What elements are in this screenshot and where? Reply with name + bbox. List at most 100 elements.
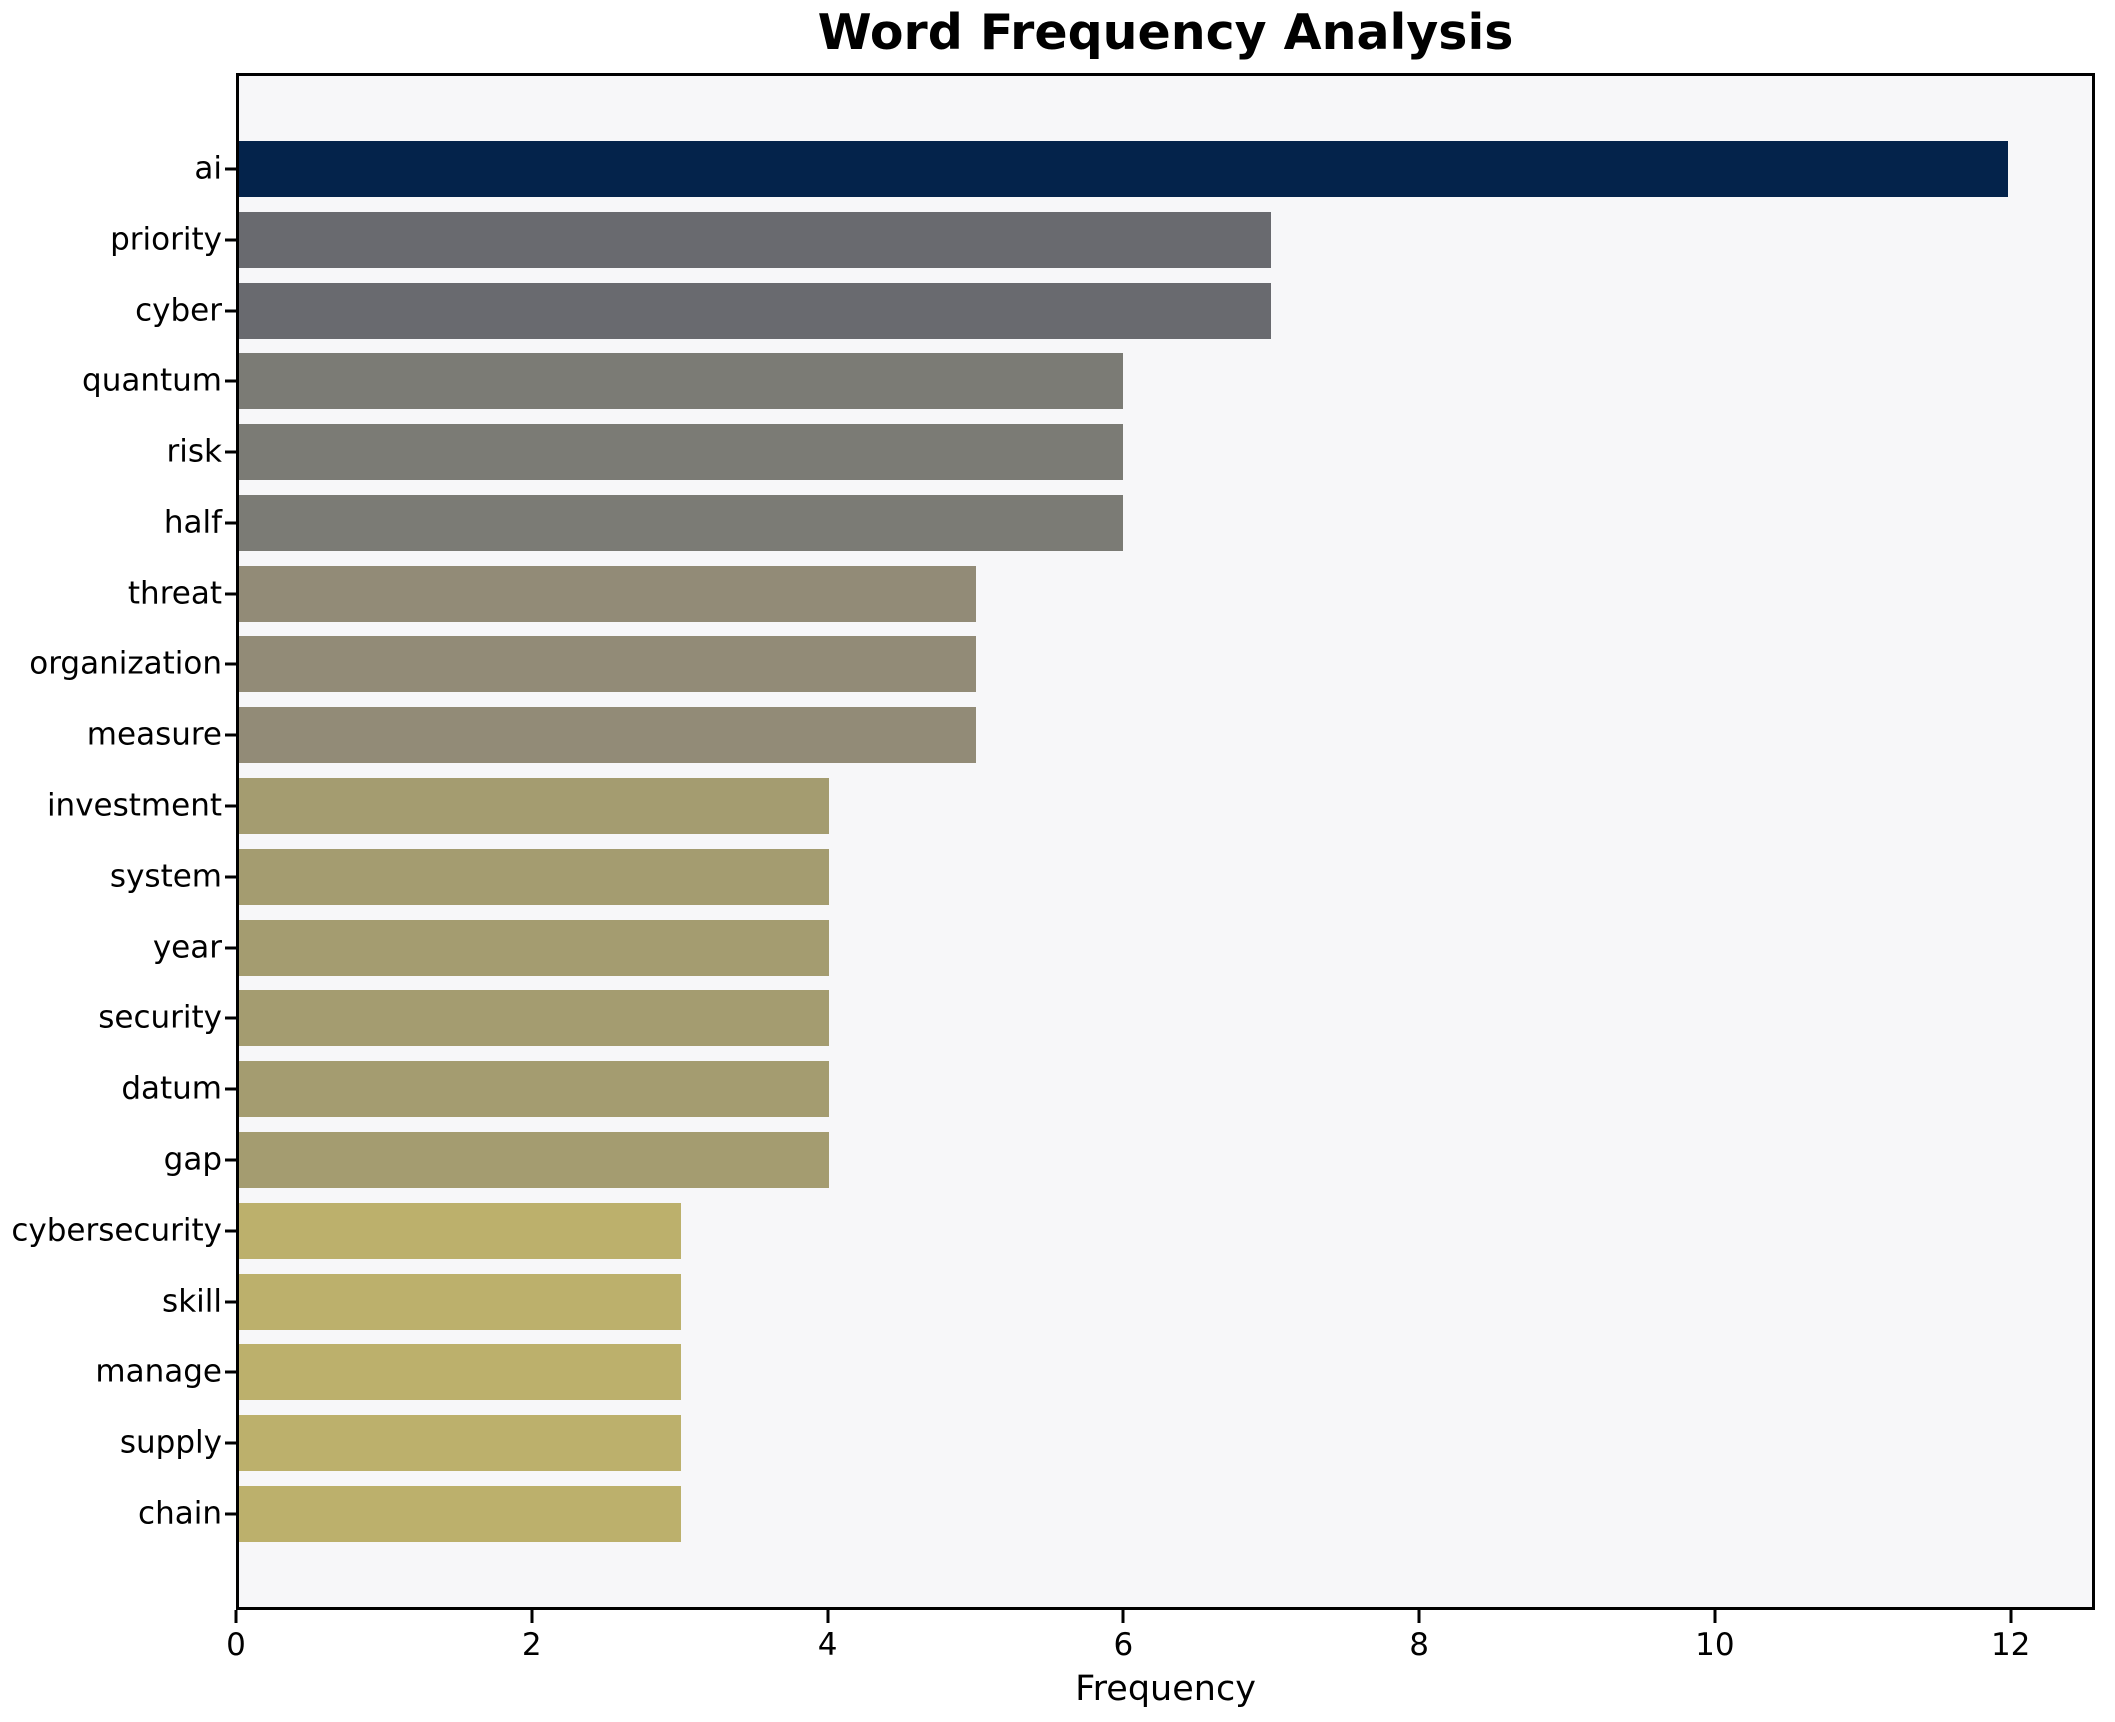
y-axis-label: organization bbox=[29, 645, 222, 682]
y-tick-mark bbox=[225, 804, 236, 808]
bar bbox=[239, 990, 829, 1047]
bar-row: cyber bbox=[135, 282, 2092, 339]
x-tick-mark bbox=[530, 1610, 534, 1623]
y-axis-label: supply bbox=[119, 1424, 222, 1461]
bar bbox=[239, 282, 1271, 339]
y-tick-mark bbox=[225, 238, 236, 242]
x-tick-mark bbox=[1121, 1610, 1125, 1623]
bar-row: gap bbox=[164, 1131, 2092, 1188]
y-tick-mark bbox=[225, 167, 236, 171]
y-axis-label: security bbox=[98, 999, 222, 1036]
y-tick-mark bbox=[225, 1441, 236, 1445]
x-tick-label: 0 bbox=[226, 1627, 246, 1663]
bar-row: risk bbox=[167, 424, 2092, 481]
y-tick-mark bbox=[225, 1016, 236, 1020]
bar bbox=[239, 1202, 682, 1259]
bar-row: supply bbox=[120, 1415, 2092, 1472]
bar bbox=[239, 636, 977, 693]
y-tick-mark bbox=[225, 309, 236, 313]
y-tick-mark bbox=[225, 1158, 236, 1162]
bar bbox=[239, 1415, 682, 1472]
y-axis-label: chain bbox=[138, 1495, 222, 1532]
x-tick-label: 10 bbox=[1695, 1627, 1735, 1663]
y-axis-label: investment bbox=[46, 787, 222, 824]
x-tick-label: 2 bbox=[521, 1627, 542, 1663]
bar-row: datum bbox=[121, 1061, 2092, 1118]
y-axis-label: quantum bbox=[82, 362, 222, 399]
y-tick-mark bbox=[225, 1087, 236, 1091]
y-axis-label: skill bbox=[162, 1283, 222, 1319]
y-tick-mark bbox=[225, 875, 236, 879]
y-tick-mark bbox=[225, 1300, 236, 1303]
y-axis-label: measure bbox=[86, 716, 222, 753]
bar bbox=[239, 1344, 682, 1401]
bar-row: investment bbox=[47, 778, 2092, 835]
bar bbox=[239, 141, 2008, 197]
bar-row: organization bbox=[29, 636, 2092, 693]
bar bbox=[239, 211, 1271, 268]
y-tick-mark bbox=[225, 1370, 236, 1374]
bar bbox=[239, 424, 1124, 481]
y-axis-label: gap bbox=[163, 1141, 222, 1178]
bar-row: priority bbox=[110, 211, 2092, 268]
bar-row: security bbox=[98, 990, 2092, 1047]
bar bbox=[239, 1273, 682, 1330]
bar-row: measure bbox=[87, 707, 2092, 764]
x-tick-label: 6 bbox=[1113, 1627, 1134, 1663]
bar bbox=[239, 919, 829, 976]
y-axis-label: threat bbox=[127, 575, 222, 612]
y-tick-mark bbox=[225, 733, 236, 737]
y-axis-label: system bbox=[109, 858, 222, 895]
bar bbox=[239, 1485, 682, 1542]
x-tick-mark bbox=[1713, 1610, 1717, 1623]
bars-container: ai priority cyber quantum risk half threat orga… bbox=[11, 141, 2092, 1542]
y-tick-mark bbox=[225, 450, 236, 454]
x-tick-label: 12 bbox=[1990, 1627, 2031, 1663]
bar bbox=[239, 778, 829, 835]
bar bbox=[239, 565, 977, 622]
y-axis-label: cybersecurity bbox=[11, 1212, 222, 1249]
x-tick-label: 4 bbox=[817, 1627, 838, 1663]
bar-row: year bbox=[153, 919, 2092, 976]
bar-row: chain bbox=[138, 1485, 2092, 1542]
x-axis-ticks: 0 2 4 6 8 10 12 bbox=[226, 1610, 2095, 1680]
y-tick-mark bbox=[225, 592, 236, 596]
bar bbox=[239, 707, 977, 764]
bar-row: quantum bbox=[82, 353, 2092, 410]
bar bbox=[239, 494, 1124, 551]
y-axis-label: risk bbox=[166, 433, 222, 470]
x-axis-title: Frequency bbox=[1075, 1669, 1256, 1709]
bar-row: skill bbox=[162, 1273, 2092, 1330]
x-tick-mark bbox=[234, 1610, 238, 1623]
y-axis-label: priority bbox=[110, 221, 222, 258]
plot-area: ai priority cyber quantum risk half threat orga… bbox=[11, 73, 2095, 1610]
bar bbox=[239, 848, 829, 905]
bar bbox=[239, 1061, 829, 1118]
y-tick-mark bbox=[225, 662, 236, 666]
y-axis-label: ai bbox=[194, 150, 222, 187]
bar-row: ai bbox=[194, 141, 2092, 197]
y-tick-mark bbox=[225, 521, 236, 525]
bar bbox=[239, 353, 1124, 410]
y-axis-label: year bbox=[152, 929, 222, 966]
bar-row: system bbox=[110, 848, 2092, 905]
y-axis-label: manage bbox=[95, 1353, 222, 1390]
x-tick-mark bbox=[2009, 1610, 2013, 1623]
bar-row: half bbox=[164, 494, 2092, 551]
y-axis-label: datum bbox=[121, 1070, 222, 1107]
x-tick-mark bbox=[826, 1610, 830, 1623]
bar-row: manage bbox=[95, 1344, 2092, 1401]
x-tick-label: 8 bbox=[1409, 1627, 1429, 1663]
chart-title: Word Frequency Analysis bbox=[817, 4, 1514, 61]
y-tick-mark bbox=[225, 379, 236, 383]
bar-row: cybersecurity bbox=[11, 1202, 2092, 1259]
x-tick-mark bbox=[1417, 1610, 1421, 1623]
y-tick-mark bbox=[225, 1229, 236, 1233]
y-tick-mark bbox=[225, 946, 236, 950]
y-tick-mark bbox=[225, 1512, 236, 1516]
y-axis-label: cyber bbox=[135, 292, 222, 329]
bar bbox=[239, 1131, 829, 1188]
y-axis-label: half bbox=[163, 504, 222, 541]
bar-row: threat bbox=[128, 565, 2092, 622]
